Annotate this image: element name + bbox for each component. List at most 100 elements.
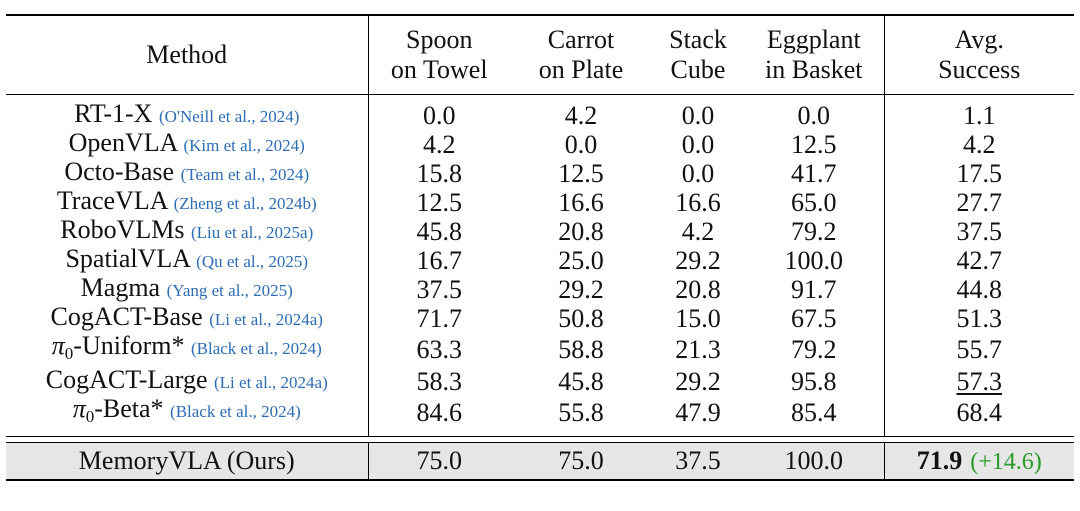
ours-carrot-cell: 75.0 [510,442,652,481]
eggplant-header-line2: in Basket [765,55,863,84]
citation-link[interactable]: (Black et al., 2024) [170,402,301,421]
spoon-cell: 37.5 [416,274,463,304]
spoon-header-line1: Spoon [406,25,473,54]
citation-link[interactable]: (Kim et al., 2024) [183,136,305,155]
carrot-header-line2: on Plate [538,55,624,84]
spoon-cell: 4.2 [423,129,456,159]
stack-cell: 29.2 [675,245,721,275]
ours-stack-cell: 37.5 [652,442,744,481]
pi-subscript: 0 [85,407,95,426]
carrot-cell: 25.0 [558,245,604,275]
spoon-cell: 84.6 [368,396,510,437]
stack-cell: 4.2 [681,216,715,246]
stack-cell: 15.0 [675,303,721,333]
spoon-cell: 16.7 [416,245,463,275]
stack-cell: 21.3 [675,335,721,364]
second-best-value: 57.3 [956,366,1003,396]
avg-header-line1: Avg. [954,25,1004,54]
stack-cell: 47.9 [652,396,744,437]
table-row: RT-1-X (O'Neill et al., 2024) 0.0 4.2 0.… [6,94,1074,130]
eggplant-cell: 12.5 [791,129,837,159]
carrot-header: Carrot on Plate [510,15,652,95]
avg-cell: 42.7 [883,246,1074,275]
avg-cell: 55.7 [883,333,1074,367]
method-cell: Octo-Base (Team et al., 2024) [6,159,369,188]
pi-symbol: π [72,394,86,423]
avg-header-line2: Success [938,55,1021,84]
method-name: CogACT-Large [45,365,208,394]
stack-cell: 0.0 [681,158,715,188]
method-cell: CogACT-Base (Li et al., 2024a) [6,302,369,333]
stack-cell: 0.0 [681,129,715,159]
method-cell: OpenVLA (Kim et al., 2024) [6,130,369,159]
method-cell: RT-1-X (O'Neill et al., 2024) [6,94,369,130]
spoon-cell: 71.7 [416,303,463,333]
citation-link[interactable]: (Liu et al., 2025a) [190,223,314,242]
avg-cell: 4.2 [883,130,1074,159]
citation-link[interactable]: (Qu et al., 2025) [196,252,309,271]
eggplant-header: Eggplant in Basket [744,15,884,95]
table-row: CogACT-Base (Li et al., 2024a) 71.7 50.8… [6,304,1074,333]
ours-eggplant-cell: 100.0 [744,442,884,481]
ours-spoon-cell: 75.0 [368,442,510,481]
carrot-cell: 50.8 [558,303,604,333]
method-cell: CogACT-Large (Li et al., 2024a) [6,365,369,396]
method-name: SpatialVLA [65,244,190,273]
table-row: Octo-Base (Team et al., 2024) 15.8 12.5 … [6,159,1074,188]
citation-link[interactable]: (Li et al., 2024a) [214,373,328,392]
citation-link[interactable]: (O'Neill et al., 2024) [158,107,300,126]
method-cell: TraceVLA (Zheng et al., 2024b) [6,188,369,217]
avg-cell: 17.5 [883,159,1074,188]
spoon-header-line2: on Towel [390,55,488,84]
citation-link[interactable]: (Black et al., 2024) [190,339,322,358]
method-cell: π0-Uniform* (Black et al., 2024) [6,331,369,367]
carrot-cell: 20.8 [558,216,604,246]
citation-link[interactable]: (Zheng et al., 2024b) [173,194,317,213]
eggplant-cell: 85.4 [744,396,884,437]
method-name: CogACT-Base [50,302,203,331]
eggplant-header-line1: Eggplant [766,25,861,54]
table-row: CogACT-Large (Li et al., 2024a) 58.3 45.… [6,367,1074,396]
header-row: Method Spoon on Towel Carrot on Plate St… [6,15,1074,95]
stack-cell: 16.6 [675,187,721,217]
table-row: π0-Uniform* (Black et al., 2024) 63.3 58… [6,333,1074,367]
carrot-cell: 12.5 [558,158,604,188]
eggplant-cell: 65.0 [791,187,837,217]
citation-link[interactable]: (Team et al., 2024) [180,165,310,184]
method-name: RT-1-X [74,99,153,128]
method-cell: RoboVLMs (Liu et al., 2025a) [6,215,369,246]
carrot-cell: 45.8 [558,366,604,396]
ours-avg-cell: 71.9 (+14.6) [883,442,1074,481]
carrot-cell: 29.2 [558,274,604,304]
spoon-cell: 63.3 [416,335,463,364]
stack-cell: 20.8 [675,274,721,304]
citation-link[interactable]: (Li et al., 2024a) [209,310,323,329]
table-row: TraceVLA (Zheng et al., 2024b) 12.5 16.6… [6,188,1074,217]
avg-cell: 37.5 [883,217,1074,246]
avg-cell: 51.3 [883,304,1074,333]
stack-cell: 29.2 [675,366,721,396]
method-cell: Magma (Yang et al., 2025) [6,273,369,304]
avg-cell: 44.8 [883,275,1074,304]
method-name: RoboVLMs [60,215,185,244]
avg-cell: 1.1 [883,94,1074,130]
pi-symbol: π [51,331,65,360]
method-name: -Uniform* [73,331,185,360]
avg-cell: 68.4 [883,396,1074,437]
gain-label: (+14.6) [970,449,1042,475]
stack-header: Stack Cube [652,15,744,95]
results-table: Method Spoon on Towel Carrot on Plate St… [6,4,1074,481]
eggplant-cell: 100.0 [784,245,844,275]
method-name: Magma [80,273,161,302]
table-row: RoboVLMs (Liu et al., 2025a) 45.8 20.8 4… [6,217,1074,246]
eggplant-cell: 67.5 [791,303,837,333]
avg-header: Avg. Success [883,15,1074,95]
citation-link[interactable]: (Yang et al., 2025) [166,281,293,300]
spacer-row [6,436,1074,443]
ours-method-cell: MemoryVLA (Ours) [6,442,369,481]
spoon-cell: 12.5 [416,187,463,217]
avg-cell: 27.7 [883,188,1074,217]
stack-header-line2: Cube [670,55,726,84]
eggplant-cell: 79.2 [791,335,837,364]
table-row: OpenVLA (Kim et al., 2024) 4.2 0.0 0.0 1… [6,130,1074,159]
